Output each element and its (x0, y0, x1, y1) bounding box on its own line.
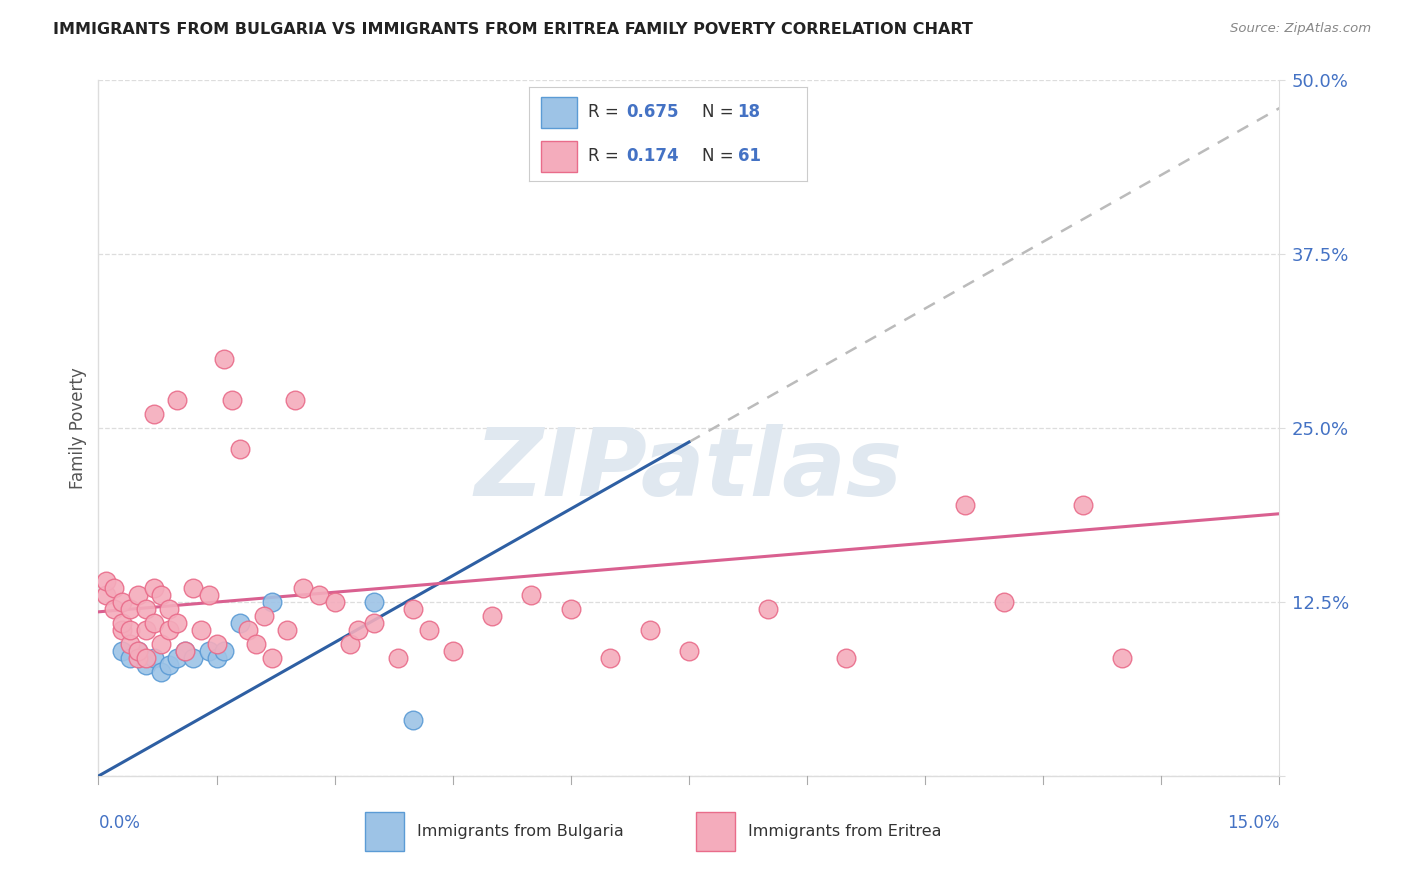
Point (441, 644, 464, 658)
Point (166, 650, 188, 665)
Point (292, 581, 315, 595)
Point (118, 623, 141, 637)
Point (142, 407, 165, 421)
Point (756, 602, 779, 616)
Point (174, 644, 197, 658)
Point (135, 650, 157, 665)
Point (142, 615, 165, 630)
Point (260, 650, 283, 665)
Point (174, 644, 197, 658)
Point (135, 623, 157, 637)
Point (150, 665, 173, 679)
Point (118, 602, 141, 616)
Text: Source: ZipAtlas.com: Source: ZipAtlas.com (1230, 22, 1371, 36)
Point (150, 637, 173, 651)
Point (127, 650, 149, 665)
Point (103, 581, 125, 595)
Point (181, 650, 204, 665)
Point (157, 657, 180, 672)
Point (197, 644, 219, 658)
Point (118, 637, 141, 651)
Point (253, 609, 276, 624)
Point (142, 650, 165, 665)
Point (1071, 498, 1094, 512)
Point (276, 623, 298, 637)
Point (118, 650, 141, 665)
Point (229, 442, 252, 456)
Point (166, 393, 188, 408)
Point (402, 602, 425, 616)
Point (135, 657, 157, 672)
Point (560, 602, 582, 616)
Point (96, 588, 118, 602)
Point (229, 615, 252, 630)
Point (205, 637, 228, 651)
Point (127, 588, 149, 602)
Point (96, 574, 118, 589)
Text: 15.0%: 15.0% (1227, 814, 1279, 832)
Point (111, 623, 134, 637)
Text: IMMIGRANTS FROM BULGARIA VS IMMIGRANTS FROM ERITREA FAMILY POVERTY CORRELATION C: IMMIGRANTS FROM BULGARIA VS IMMIGRANTS F… (53, 22, 973, 37)
Point (387, 650, 409, 665)
Point (214, 644, 236, 658)
Point (638, 623, 661, 637)
Y-axis label: Family Poverty: Family Poverty (69, 368, 87, 489)
Point (520, 588, 543, 602)
Point (245, 637, 267, 651)
Point (214, 351, 236, 366)
Point (323, 595, 346, 609)
Point (418, 623, 440, 637)
Point (127, 644, 149, 658)
Point (363, 595, 385, 609)
Point (135, 602, 157, 616)
Point (481, 609, 503, 624)
Point (284, 393, 307, 408)
Point (347, 623, 370, 637)
Point (111, 595, 134, 609)
Point (678, 644, 700, 658)
Point (150, 588, 173, 602)
Point (236, 623, 259, 637)
Text: 0.0%: 0.0% (98, 814, 141, 832)
Point (157, 623, 180, 637)
Point (1111, 650, 1133, 665)
Point (197, 588, 219, 602)
Point (221, 393, 243, 408)
Point (599, 136, 621, 150)
Point (205, 650, 228, 665)
Point (953, 498, 976, 512)
Point (190, 623, 212, 637)
Point (402, 714, 425, 728)
Point (111, 644, 134, 658)
Point (835, 650, 858, 665)
Point (363, 615, 385, 630)
Point (157, 602, 180, 616)
Point (127, 644, 149, 658)
Point (260, 595, 283, 609)
Point (339, 637, 361, 651)
Point (142, 581, 165, 595)
Point (993, 595, 1015, 609)
Point (181, 581, 204, 595)
Point (599, 650, 621, 665)
Point (166, 615, 188, 630)
Point (308, 588, 330, 602)
Point (103, 602, 125, 616)
Point (111, 615, 134, 630)
Text: ZIPatlas: ZIPatlas (475, 424, 903, 516)
